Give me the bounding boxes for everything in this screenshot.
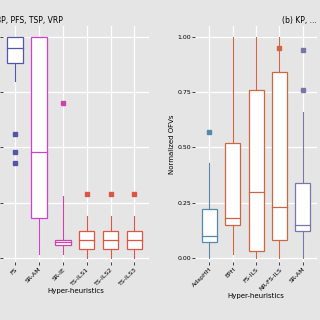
Text: BP, PFS, TSP, VRP: BP, PFS, TSP, VRP [0,16,63,25]
Bar [31,37,47,218]
Y-axis label: Normalized OFVs: Normalized OFVs [169,114,175,174]
Bar [272,72,287,240]
Bar [295,183,310,231]
Bar [225,143,240,225]
Bar [7,37,23,63]
X-axis label: Hyper-heuristics: Hyper-heuristics [48,288,104,294]
Bar [55,240,70,245]
Text: (b) KP, ...: (b) KP, ... [282,16,317,25]
Bar [79,231,94,249]
Bar [202,209,217,243]
Bar [127,231,142,249]
Bar [249,90,264,251]
Bar [103,231,118,249]
X-axis label: Hyper-heuristics: Hyper-heuristics [228,292,284,299]
